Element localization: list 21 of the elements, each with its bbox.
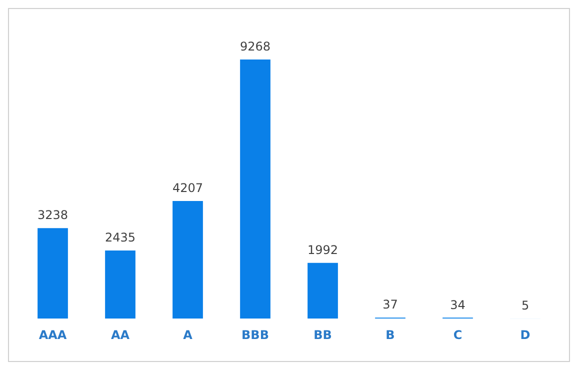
data-label: 1992 [307, 243, 338, 258]
data-label: 4207 [172, 181, 204, 196]
data-label: 2435 [104, 230, 136, 245]
data-label: 3238 [37, 208, 68, 222]
data-label: 5 [521, 298, 530, 313]
bar [105, 250, 136, 319]
x-tick-label: B [386, 328, 395, 342]
bar [172, 200, 203, 319]
x-tick-label: BBB [242, 328, 269, 342]
x-tick-label: AAA [38, 328, 68, 342]
bar [240, 59, 270, 319]
bar [308, 262, 338, 319]
x-tick-label: BB [314, 328, 332, 342]
x-tick-label: AA [110, 328, 130, 342]
data-label: 9268 [240, 40, 271, 54]
bar [38, 228, 68, 319]
x-tick-label: D [520, 328, 530, 342]
data-label: 34 [450, 298, 466, 312]
data-label: 37 [382, 298, 398, 312]
x-tick-label: C [453, 328, 462, 342]
x-tick-label: A [183, 328, 194, 342]
